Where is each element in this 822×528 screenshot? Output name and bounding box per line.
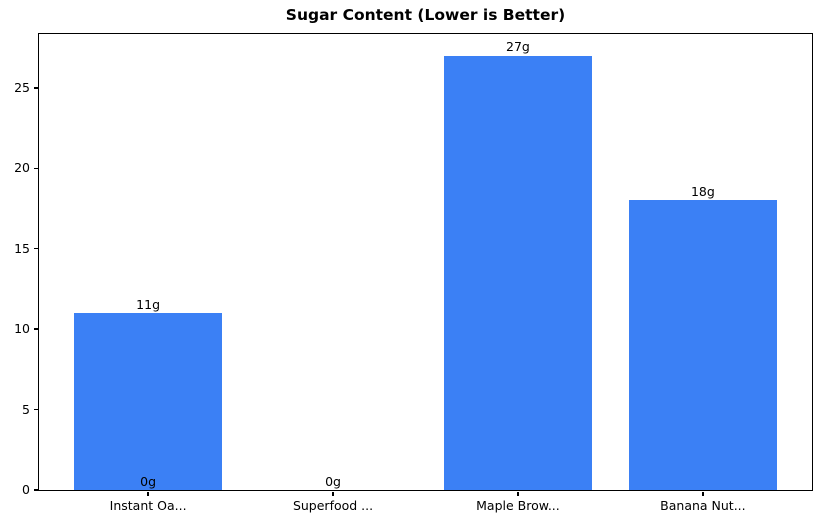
bar: [443, 55, 592, 490]
y-tick-label: 15: [14, 240, 30, 256]
x-tick-label: Banana Nut...: [660, 498, 746, 513]
y-tick: [33, 167, 38, 170]
x-tick: [147, 491, 149, 496]
bar-value-label: 11g: [136, 296, 161, 312]
x-tick-label: Instant Oa...: [109, 498, 187, 513]
x-tick-label: Maple Brow...: [476, 498, 560, 513]
chart-title: Sugar Content (Lower is Better): [285, 6, 566, 24]
y-tick-label: 20: [14, 160, 30, 176]
y-tick-label: 25: [14, 79, 30, 95]
x-tick: [332, 491, 334, 496]
y-tick: [33, 328, 38, 330]
y-tick: [33, 408, 38, 411]
x-tick: [702, 491, 704, 496]
bar-value-label: 27g: [506, 39, 530, 55]
x-tick-label: Superfood ...: [292, 498, 374, 513]
y-tick: [33, 87, 38, 89]
bar: [74, 313, 223, 490]
bar: [628, 200, 777, 490]
y-tick-label: 5: [22, 401, 30, 417]
bar-value-label: 0g: [325, 473, 341, 489]
y-tick: [33, 489, 38, 491]
x-tick: [517, 491, 519, 496]
y-tick-label: 0: [22, 482, 30, 497]
plot-area: 11g 0g 27g 18g 0g 0 5 10 15 20 25 Instant Oa... Supe…: [14, 33, 813, 513]
y-tick: [33, 247, 38, 250]
bar-value-label: 18g: [690, 183, 715, 199]
bar-value-label: 0g: [140, 473, 157, 489]
y-tick-label: 10: [14, 321, 30, 337]
